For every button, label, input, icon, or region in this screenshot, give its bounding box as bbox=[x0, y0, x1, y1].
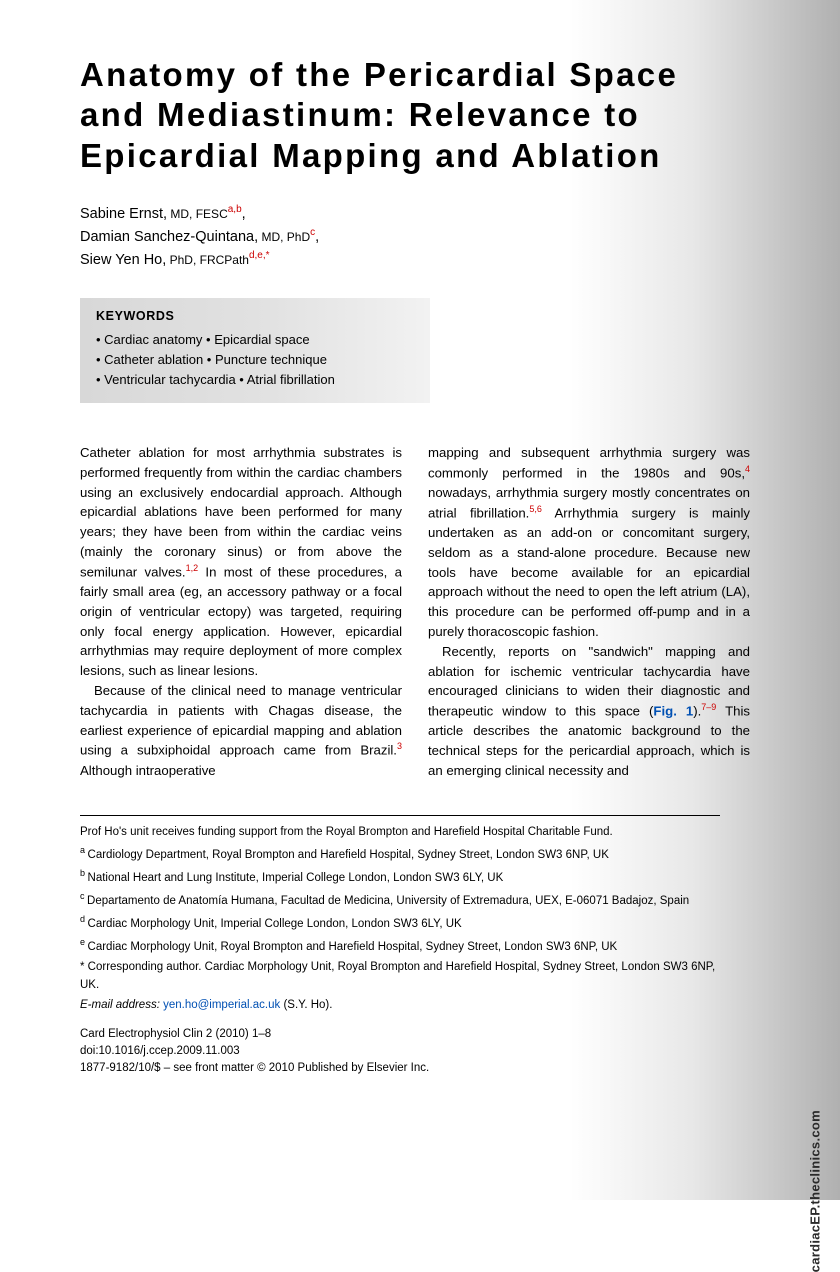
para3-part-c: Arrhythmia surgery is mainly undertaken … bbox=[428, 505, 750, 639]
journal-url-sidebar: cardiacEP.theclinics.com bbox=[807, 1110, 822, 1272]
body-column-left: Catheter ablation for most arrhythmia su… bbox=[80, 443, 402, 781]
body-columns: Catheter ablation for most arrhythmia su… bbox=[80, 443, 750, 781]
ref-5-6: 5,6 bbox=[529, 504, 542, 514]
ref-3: 3 bbox=[397, 741, 402, 751]
email-attribution: (S.Y. Ho). bbox=[280, 999, 332, 1011]
affiliation-e-text: Cardiac Morphology Unit, Royal Brompton … bbox=[88, 941, 618, 953]
para2-part-b: Although intraoperative bbox=[80, 763, 216, 778]
author-1-name: Sabine Ernst, bbox=[80, 206, 167, 222]
email-line: E-mail address: yen.ho@imperial.ac.uk (S… bbox=[80, 997, 720, 1014]
paragraph-4: Recently, reports on "sandwich" mapping … bbox=[428, 642, 750, 781]
author-2-credentials: MD, PhD bbox=[258, 230, 310, 244]
para1-part-b: In most of these procedures, a fairly sm… bbox=[80, 564, 402, 678]
para3-part-a: mapping and subsequent arrhythmia surger… bbox=[428, 445, 750, 480]
author-3-credentials: PhD, FRCPath bbox=[166, 253, 249, 267]
affiliation-a-text: Cardiology Department, Royal Brompton an… bbox=[88, 849, 609, 861]
author-1-credentials: MD, FESC bbox=[167, 207, 228, 221]
keywords-label: KEYWORDS bbox=[96, 309, 414, 323]
keywords-list: • Cardiac anatomy • Epicardial space • C… bbox=[96, 330, 414, 390]
affiliation-e: e Cardiac Morphology Unit, Royal Brompto… bbox=[80, 936, 720, 956]
ref-7-9: 7–9 bbox=[701, 702, 716, 712]
keywords-line-3: • Ventricular tachycardia • Atrial fibri… bbox=[96, 370, 414, 390]
affiliation-d: d Cardiac Morphology Unit, Imperial Coll… bbox=[80, 913, 720, 933]
citation-block: Card Electrophysiol Clin 2 (2010) 1–8 do… bbox=[80, 1026, 720, 1076]
figure-1-link[interactable]: Fig. 1 bbox=[653, 704, 693, 719]
affiliation-b-text: National Heart and Lung Institute, Imper… bbox=[88, 872, 504, 884]
citation-copyright: 1877-9182/10/$ – see front matter © 2010… bbox=[80, 1060, 720, 1077]
keywords-line-2: • Catheter ablation • Puncture technique bbox=[96, 350, 414, 370]
footer-block: Prof Ho's unit receives funding support … bbox=[80, 815, 720, 1076]
authors-block: Sabine Ernst, MD, FESCa,b, Damian Sanche… bbox=[80, 202, 750, 272]
para1-part-a: Catheter ablation for most arrhythmia su… bbox=[80, 445, 402, 579]
author-3-affiliations: d,e,* bbox=[249, 250, 270, 261]
affiliation-c: c Departamento de Anatomía Humana, Facul… bbox=[80, 890, 720, 910]
citation-journal: Card Electrophysiol Clin 2 (2010) 1–8 bbox=[80, 1026, 720, 1043]
affiliation-a: a Cardiology Department, Royal Brompton … bbox=[80, 844, 720, 864]
para2-part-a: Because of the clinical need to manage v… bbox=[80, 683, 402, 758]
affiliation-d-text: Cardiac Morphology Unit, Imperial Colleg… bbox=[88, 918, 462, 930]
email-label: E-mail address: bbox=[80, 999, 160, 1011]
funding-statement: Prof Ho's unit receives funding support … bbox=[80, 824, 720, 841]
paragraph-2: Because of the clinical need to manage v… bbox=[80, 681, 402, 780]
email-address[interactable]: yen.ho@imperial.ac.uk bbox=[163, 999, 280, 1011]
body-column-right: mapping and subsequent arrhythmia surger… bbox=[428, 443, 750, 781]
paragraph-1: Catheter ablation for most arrhythmia su… bbox=[80, 443, 402, 681]
author-3-name: Siew Yen Ho, bbox=[80, 252, 166, 268]
paragraph-3: mapping and subsequent arrhythmia surger… bbox=[428, 443, 750, 642]
corresponding-author: * Corresponding author. Cardiac Morpholo… bbox=[80, 959, 720, 994]
author-2-affiliations: c bbox=[310, 227, 315, 238]
keywords-line-1: • Cardiac anatomy • Epicardial space bbox=[96, 330, 414, 350]
keywords-box: KEYWORDS • Cardiac anatomy • Epicardial … bbox=[80, 298, 430, 403]
citation-doi: doi:10.1016/j.ccep.2009.11.003 bbox=[80, 1043, 720, 1060]
affiliation-c-text: Departamento de Anatomía Humana, Faculta… bbox=[87, 895, 689, 907]
ref-4: 4 bbox=[745, 464, 750, 474]
affiliation-b: b National Heart and Lung Institute, Imp… bbox=[80, 867, 720, 887]
author-2-name: Damian Sanchez-Quintana, bbox=[80, 229, 258, 245]
ref-1-2: 1,2 bbox=[186, 563, 199, 573]
author-1-affiliations: a,b bbox=[228, 204, 242, 215]
article-title: Anatomy of the Pericardial Space and Med… bbox=[80, 55, 750, 176]
